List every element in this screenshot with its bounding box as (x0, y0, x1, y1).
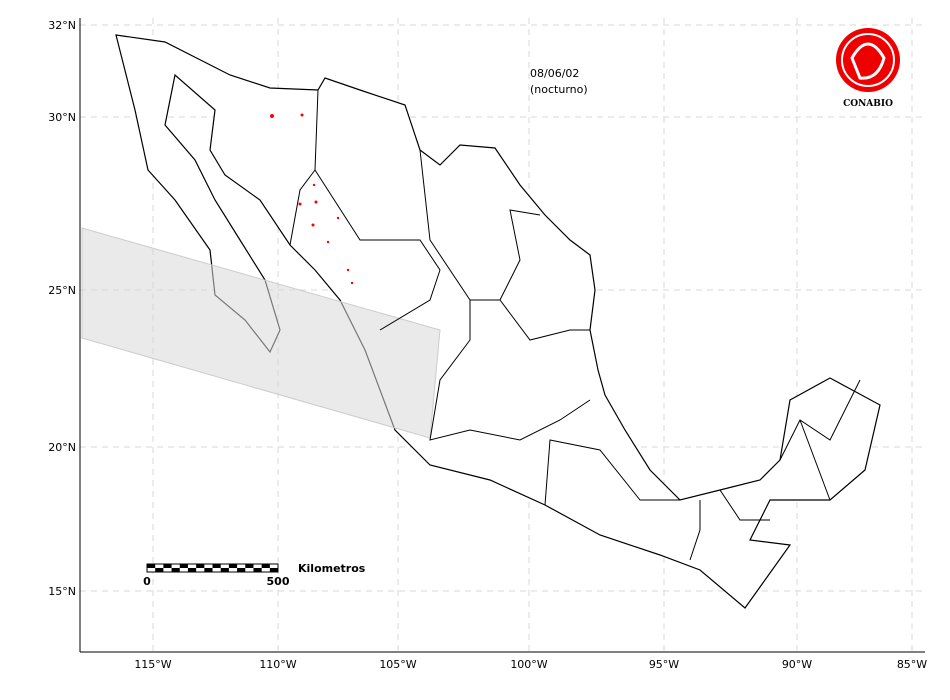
logo-text: CONABIO (843, 99, 893, 109)
y-label: 25°N (48, 284, 76, 297)
scale-segment (196, 564, 205, 568)
period-label: (nocturno) (530, 83, 588, 96)
x-label: 90°W (782, 658, 812, 671)
x-label: 95°W (649, 658, 679, 671)
scale-segment (212, 564, 221, 568)
date-label: 08/06/02 (530, 67, 579, 80)
x-label: 110°W (259, 658, 296, 671)
scale-segment (163, 564, 172, 568)
scale-segment (228, 564, 238, 568)
scale-segment (204, 568, 213, 572)
state-borders (289, 89, 861, 561)
logo: CONABIO (836, 28, 900, 109)
scale-segment (220, 568, 229, 572)
y-label: 20°N (48, 441, 76, 454)
scale-segment (171, 568, 180, 572)
land (115, 34, 881, 609)
scale-segment (269, 568, 279, 572)
x-label: 105°W (379, 658, 416, 671)
scale-segment (237, 568, 246, 572)
scale-end: 500 (267, 575, 290, 588)
scale-segment (147, 564, 156, 568)
scale-unit: Kilometros (298, 562, 366, 575)
scale-segment (245, 564, 254, 568)
y-label: 15°N (48, 585, 76, 598)
scale-segment (187, 568, 197, 572)
scale-segment (253, 568, 262, 572)
scale-bar: 0 500 Kilometros (143, 562, 366, 588)
x-label: 85°W (897, 658, 927, 671)
scale-segment (261, 564, 270, 568)
y-label: 30°N (48, 111, 76, 124)
scale-segment (155, 568, 164, 572)
scale-segment (179, 564, 188, 568)
scale-start: 0 (143, 575, 151, 588)
x-label: 100°W (510, 658, 547, 671)
y-label: 32°N (48, 19, 76, 32)
x-label: 115°W (134, 658, 171, 671)
fire-points (270, 113, 354, 285)
